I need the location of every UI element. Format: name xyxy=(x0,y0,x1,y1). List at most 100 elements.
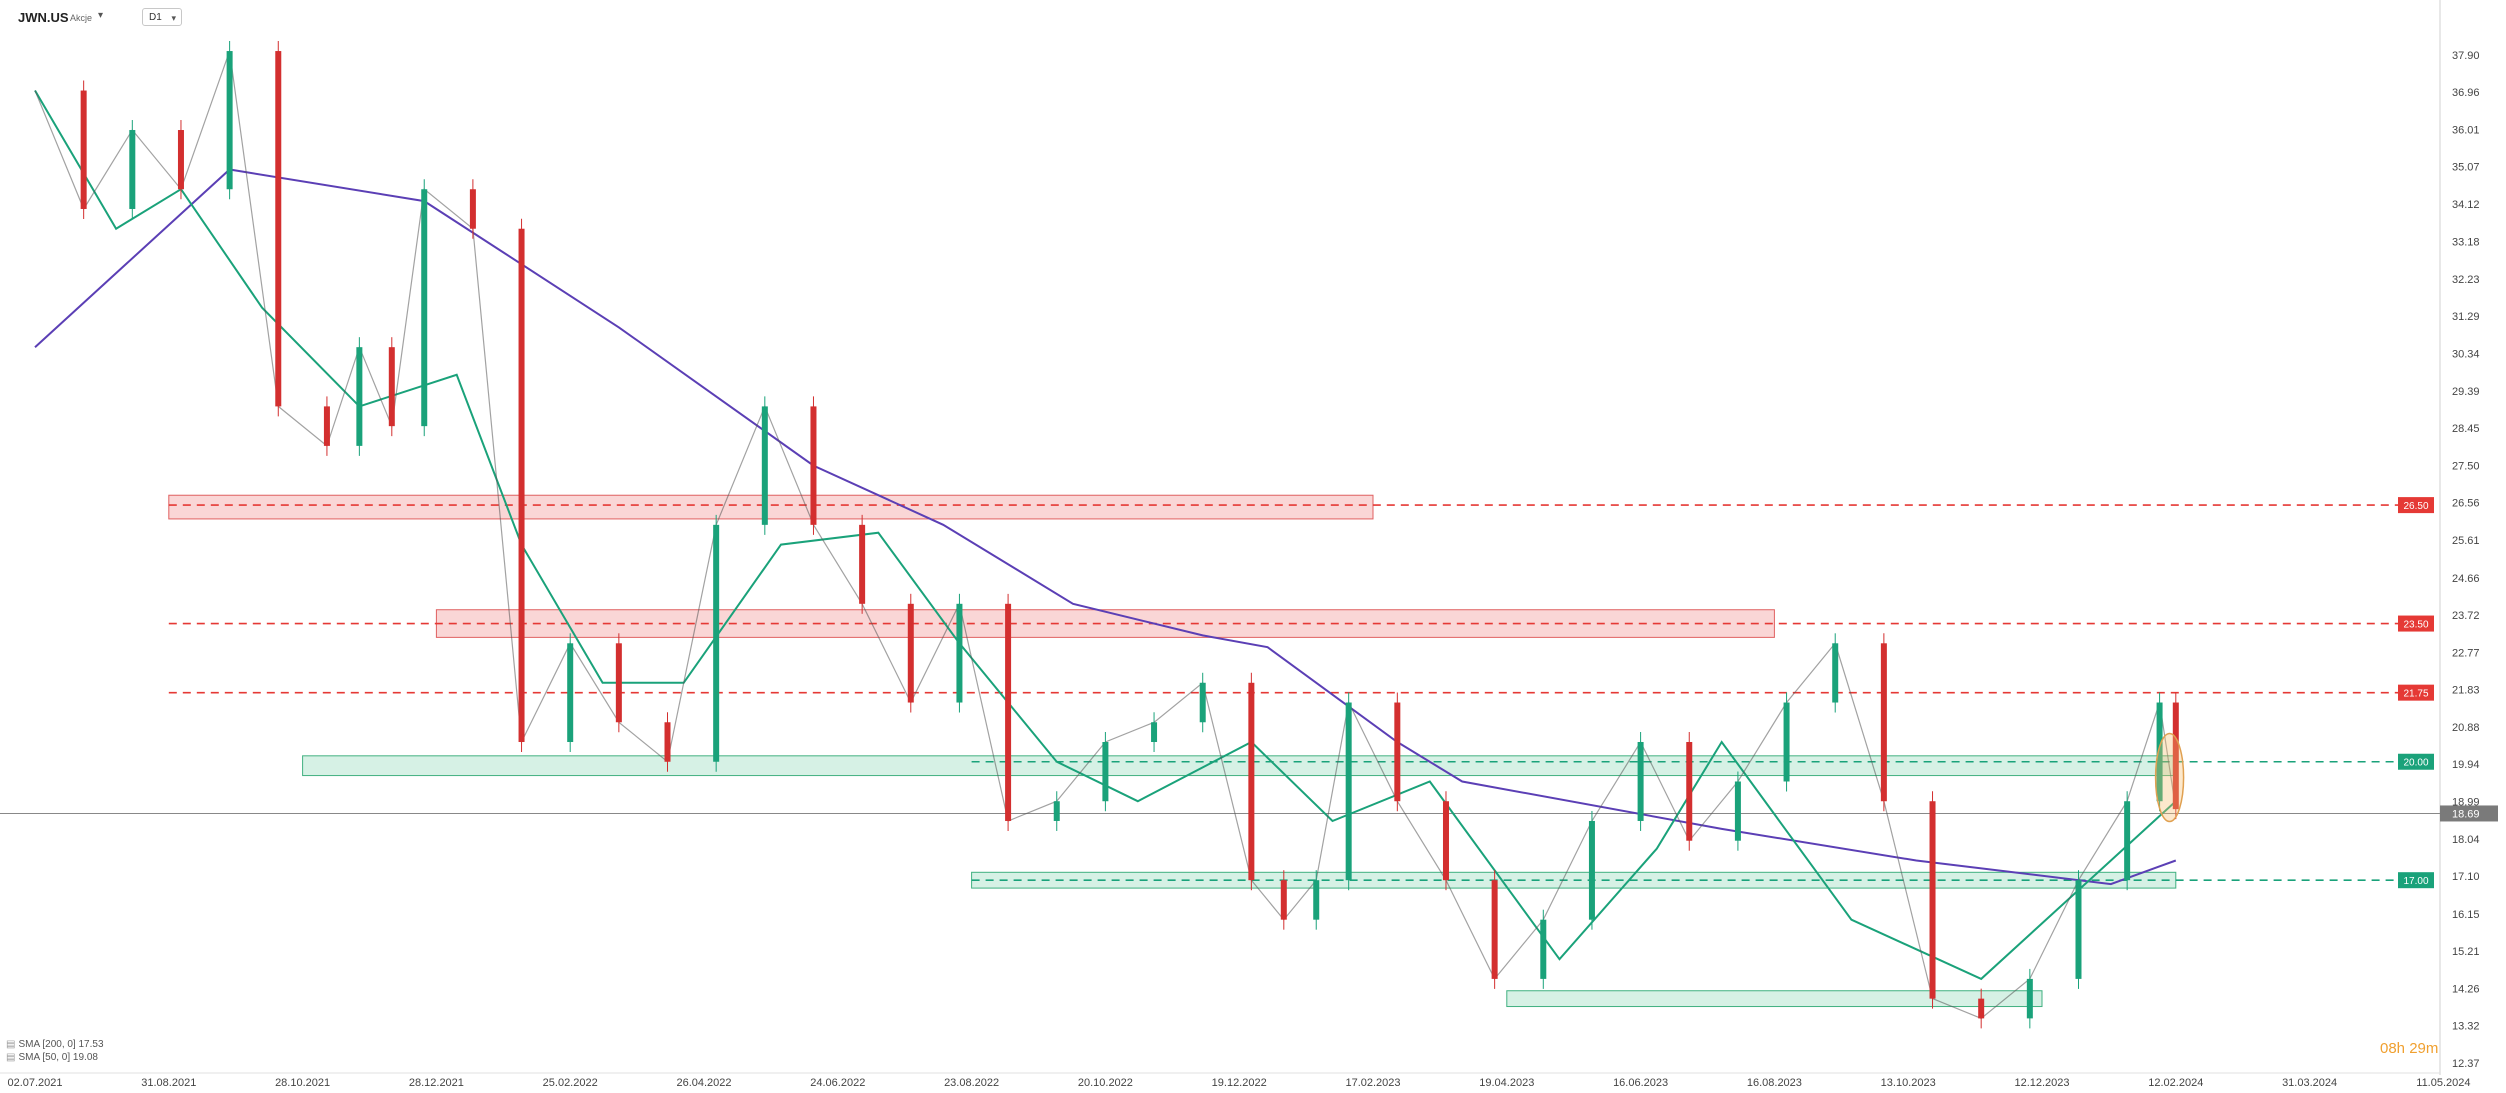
candle-body xyxy=(129,130,136,209)
candle-body xyxy=(2075,880,2082,979)
y-tick-label: 16.15 xyxy=(2452,909,2480,921)
legend-text: SMA [200, 0] 17.53 xyxy=(18,1039,104,1050)
highlight-ellipse xyxy=(2154,732,2185,823)
y-tick-label: 17.10 xyxy=(2452,871,2480,883)
candle-body xyxy=(1313,880,1320,920)
symbol-label: JWN.US xyxy=(18,10,69,25)
y-tick-label: 19.94 xyxy=(2452,759,2480,771)
last-price-badge xyxy=(2440,805,2498,822)
resistance-zone xyxy=(168,494,1374,520)
candle-body xyxy=(1280,880,1287,920)
legend-item-sma50[interactable]: ▤ SMA [50, 0] 19.08 xyxy=(6,1051,104,1064)
price-level-label: 26.50 xyxy=(2403,501,2428,512)
asset-class-label: Akcje xyxy=(70,13,93,23)
support-zone xyxy=(1506,990,2043,1008)
candle-body xyxy=(1199,682,1206,723)
candle-body xyxy=(1540,919,1547,979)
x-tick-label: 24.06.2022 xyxy=(810,1077,865,1089)
y-tick-label: 20.88 xyxy=(2452,722,2480,734)
candle-body xyxy=(907,603,914,703)
y-tick-label: 37.90 xyxy=(2452,50,2480,62)
x-tick-label: 16.06.2023 xyxy=(1613,1077,1668,1089)
candle-body xyxy=(1491,880,1498,979)
legend-text: SMA [50, 0] 19.08 xyxy=(18,1052,98,1063)
candle-body xyxy=(761,406,768,525)
timeframe-selector[interactable]: D1 ▾ xyxy=(142,8,182,26)
price-level-badge xyxy=(2398,497,2434,514)
timeframe-label: D1 xyxy=(149,12,162,23)
candle-body xyxy=(956,603,963,703)
candle-body xyxy=(80,90,87,209)
x-tick-label: 26.04.2022 xyxy=(676,1077,731,1089)
candle-body xyxy=(177,130,184,190)
x-tick-label: 28.12.2021 xyxy=(409,1077,464,1089)
y-tick-label: 30.34 xyxy=(2452,348,2480,360)
y-tick-label: 31.29 xyxy=(2452,311,2480,323)
candle-body xyxy=(664,722,671,762)
x-tick-label: 11.05.2024 xyxy=(2416,1077,2470,1089)
candle-body xyxy=(275,51,282,407)
indicator-legend: ▤ SMA [200, 0] 17.53 ▤ SMA [50, 0] 19.08 xyxy=(6,1038,104,1064)
candle-body xyxy=(1345,702,1352,881)
y-tick-label: 13.32 xyxy=(2452,1020,2480,1032)
candle-body xyxy=(1880,643,1887,802)
x-tick-label: 31.08.2021 xyxy=(141,1077,196,1089)
symbol-dropdown-icon[interactable]: ▾ xyxy=(98,10,104,21)
candle-body xyxy=(1394,702,1401,802)
price-level-label: 17.00 xyxy=(2403,876,2428,887)
x-tick-label: 19.12.2022 xyxy=(1212,1077,1267,1089)
price-level-badge xyxy=(2398,615,2434,632)
price-level-badge xyxy=(2398,753,2434,770)
x-tick-label: 02.07.2021 xyxy=(7,1077,62,1089)
indicator-icon: ▤ xyxy=(6,1052,16,1063)
y-tick-label: 22.77 xyxy=(2452,647,2480,659)
support-zone xyxy=(302,755,2177,777)
x-tick-label: 25.02.2022 xyxy=(543,1077,598,1089)
y-tick-label: 12.37 xyxy=(2452,1058,2480,1070)
x-tick-label: 12.02.2024 xyxy=(2148,1077,2203,1089)
y-tick-label: 28.45 xyxy=(2452,423,2480,435)
y-tick-label: 23.72 xyxy=(2452,610,2480,622)
chart-header: JWN.US Akcje ▾ D1 ▾ xyxy=(0,0,300,36)
candle-body xyxy=(810,406,817,525)
y-tick-label: 21.83 xyxy=(2452,684,2480,696)
candle-body xyxy=(469,189,476,229)
y-tick-label: 14.26 xyxy=(2452,983,2480,995)
price-level-label: 20.00 xyxy=(2403,758,2428,769)
candle-body xyxy=(388,347,395,427)
candle-body xyxy=(1053,801,1060,821)
candle-body xyxy=(2156,702,2163,802)
x-tick-label: 12.12.2023 xyxy=(2014,1077,2069,1089)
candle-body xyxy=(1588,820,1595,920)
candle-body xyxy=(2026,978,2033,1019)
y-tick-label: 32.23 xyxy=(2452,274,2480,286)
sma-line xyxy=(34,89,2177,981)
candle-body xyxy=(421,189,428,427)
indicator-icon: ▤ xyxy=(6,1039,16,1050)
candle-body xyxy=(518,228,525,743)
x-tick-label: 28.10.2021 xyxy=(275,1077,330,1089)
x-tick-label: 20.10.2022 xyxy=(1078,1077,1133,1089)
price-series-line xyxy=(34,50,2177,1020)
candle-body xyxy=(323,406,330,446)
y-tick-label: 26.56 xyxy=(2452,498,2480,510)
candle-body xyxy=(1734,781,1741,841)
candle-body xyxy=(567,643,574,743)
candle-body xyxy=(1978,998,1985,1019)
candle-body xyxy=(356,347,363,446)
x-tick-label: 17.02.2023 xyxy=(1345,1077,1400,1089)
x-tick-label: 19.04.2023 xyxy=(1479,1077,1534,1089)
candle-body xyxy=(1102,742,1109,802)
candle-body xyxy=(1783,702,1790,782)
y-tick-label: 33.18 xyxy=(2452,236,2480,248)
session-timer: 08h 29m xyxy=(2380,1040,2439,1057)
legend-item-sma200[interactable]: ▤ SMA [200, 0] 17.53 xyxy=(6,1038,104,1051)
y-tick-label: 35.07 xyxy=(2452,162,2480,174)
y-tick-label: 29.39 xyxy=(2452,386,2480,398)
candle-body xyxy=(2124,801,2131,881)
x-tick-label: 13.10.2023 xyxy=(1881,1077,1936,1089)
y-tick-label: 27.50 xyxy=(2452,461,2480,473)
price-level-label: 23.50 xyxy=(2403,620,2428,631)
candle-body xyxy=(1686,742,1693,841)
